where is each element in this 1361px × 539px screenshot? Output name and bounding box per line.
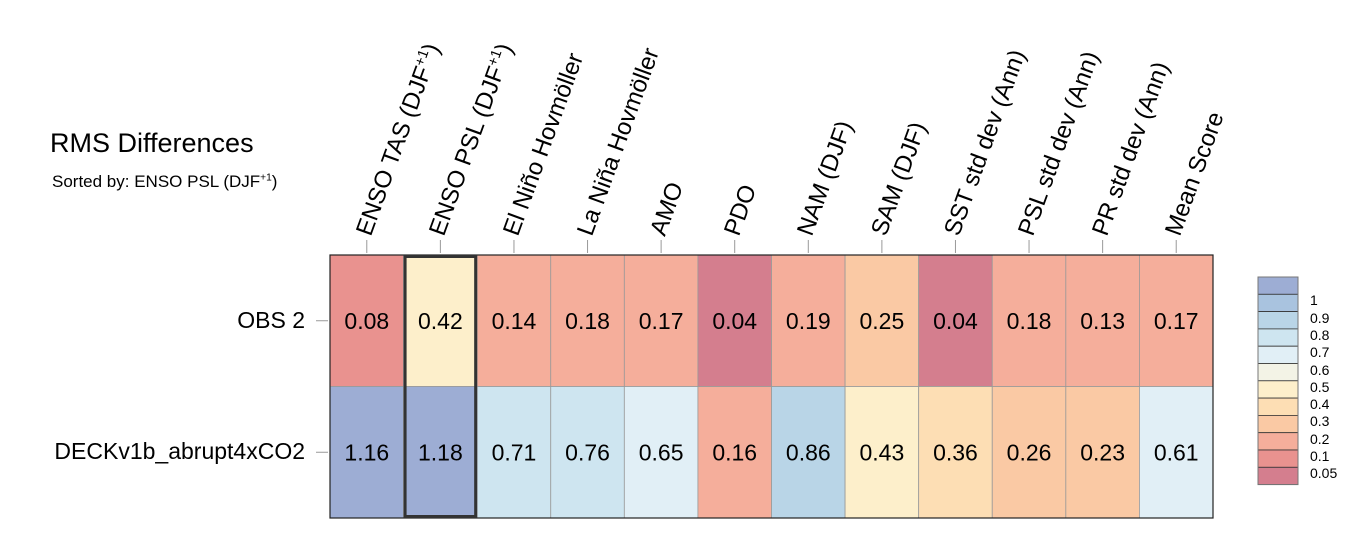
legend-swatch: [1257, 380, 1299, 399]
heatmap-cell: [697, 254, 772, 387]
legend-label: 0.2: [1310, 430, 1330, 447]
cell-value: 0.14: [492, 308, 537, 334]
legend-label: 0.8: [1310, 326, 1330, 343]
row-label: DECKv1b_abrupt4xCO2: [54, 438, 305, 465]
cell-value: 0.26: [1007, 439, 1052, 465]
legend-swatch: [1257, 345, 1299, 364]
subtitle-tail: ): [271, 172, 278, 191]
legend-swatch: [1257, 432, 1299, 451]
heatmap-cell: [476, 254, 552, 387]
legend-label: 0.1: [1310, 448, 1330, 464]
cell-value: 0.04: [712, 308, 757, 334]
legend-label: 0.6: [1310, 361, 1330, 378]
heatmap-cell: [844, 386, 920, 519]
heatmap-cell: [991, 254, 1067, 387]
cell-value: 0.19: [786, 308, 831, 334]
heatmap-cell: [918, 386, 993, 519]
heatmap-cell: [771, 386, 846, 519]
legend-label: 1: [1310, 292, 1318, 309]
legend-label: 0.4: [1310, 396, 1330, 413]
heatmap-cell: [771, 254, 846, 387]
cell-value: 0.08: [344, 308, 389, 334]
legend-label: 0.5: [1310, 378, 1330, 395]
cell-value: 0.16: [712, 439, 757, 465]
heatmap-cell: [403, 254, 478, 387]
heatmap-cell: [403, 386, 478, 519]
heatmap-cell: [329, 254, 404, 387]
cell-value: 0.17: [639, 308, 684, 334]
legend-label: 0.7: [1310, 344, 1330, 361]
legend-swatch: [1257, 293, 1299, 312]
cell-value: 0.36: [933, 439, 978, 465]
chart-subtitle: Sorted by: ENSO PSL (DJF+1): [52, 172, 277, 192]
legend-label: 0.05: [1310, 465, 1338, 482]
legend-label: 0.9: [1310, 309, 1330, 326]
subtitle-sup: +1: [260, 172, 272, 184]
cell-value: 0.42: [418, 308, 463, 334]
heatmap-cell: [1139, 254, 1214, 387]
legend-border: [1257, 276, 1299, 486]
heatmap-cell: [1065, 386, 1140, 519]
heatmap-cell: [697, 386, 772, 519]
legend-swatch: [1257, 276, 1299, 295]
cell-value: 0.61: [1154, 439, 1199, 465]
heatmap-cell: [550, 386, 625, 519]
cell-value: 1.18: [418, 439, 463, 465]
legend-swatch: [1257, 414, 1299, 434]
legend-swatch: [1257, 363, 1299, 382]
cell-value: 0.18: [1007, 308, 1052, 334]
heatmap-border: [329, 254, 1214, 519]
heatmap-cell: [476, 386, 552, 519]
heatmap-cell: [991, 386, 1067, 519]
heatmap-cell: [623, 386, 699, 519]
legend-swatch: [1257, 397, 1299, 416]
cell-value: 0.17: [1154, 308, 1199, 334]
legend-swatch: [1257, 466, 1299, 485]
cell-value: 1.16: [344, 439, 389, 465]
row-label: OBS 2: [237, 306, 305, 333]
cell-value: 0.76: [565, 439, 610, 465]
heatmap-cell: [329, 386, 404, 519]
cell-value: 0.43: [859, 439, 904, 465]
cell-value: 0.71: [492, 439, 537, 465]
legend-label: 0.3: [1310, 413, 1330, 430]
heatmap-cell: [550, 254, 625, 387]
cell-value: 0.86: [786, 439, 831, 465]
legend-swatch: [1257, 449, 1299, 468]
cell-value: 0.65: [639, 439, 684, 465]
cell-value: 0.23: [1080, 439, 1125, 465]
heatmap-cell: [1139, 386, 1214, 519]
cell-value: 0.04: [933, 308, 978, 334]
subtitle-text: Sorted by: ENSO PSL (DJF: [52, 172, 261, 191]
sorted-column-highlight: [403, 255, 478, 518]
legend-swatch: [1257, 311, 1299, 330]
cell-value: 0.18: [565, 308, 610, 334]
cell-value: 0.13: [1080, 308, 1125, 334]
heatmap-cell: [1065, 254, 1140, 387]
cell-value: 0.25: [859, 308, 904, 334]
chart-title: RMS Differences: [50, 128, 254, 158]
legend-swatch: [1257, 328, 1299, 347]
